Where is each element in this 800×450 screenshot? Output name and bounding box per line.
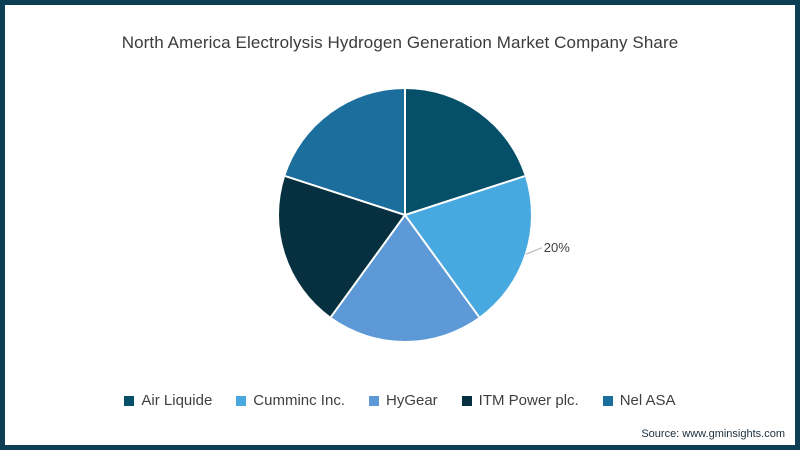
pie-slice-hygear	[330, 215, 480, 342]
pie-slice-separator	[404, 175, 526, 216]
legend-label: Nel ASA	[619, 392, 676, 409]
legend-marker-nel-asa	[602, 395, 613, 406]
source-credit: Source: www.gminsights.com	[641, 428, 785, 440]
legend-item-air-liquide: Air Liquide	[124, 392, 212, 409]
legend-marker-cumminc-inc	[236, 395, 247, 406]
legend: Air Liquide Cumminc Inc. HyGear ITM Powe…	[5, 392, 795, 409]
pie-slices	[279, 89, 531, 342]
pie-slice-separator	[284, 175, 406, 216]
slice-percentage-label: 20%	[544, 240, 570, 255]
legend-label: Air Liquide	[141, 392, 213, 409]
pie-slice-nel-asa	[285, 89, 405, 215]
pie-slice-separators	[284, 89, 526, 318]
legend-item-itm-power-plc: ITM Power plc.	[461, 392, 579, 409]
legend-item-cumminc-inc: Cumminc Inc.	[236, 392, 345, 409]
pie-slice-separator	[330, 214, 406, 318]
legend-marker-air-liquide	[124, 395, 135, 406]
pie-slice-itm-power-plc	[279, 176, 405, 317]
pie-slice-separator	[404, 214, 480, 318]
legend-marker-itm-power-plc	[461, 395, 472, 406]
legend-label: Cumminc Inc.	[253, 392, 345, 409]
legend-item-nel-asa: Nel ASA	[602, 392, 676, 409]
pie-chart: 20%	[279, 89, 570, 342]
legend-marker-hygear	[368, 395, 379, 406]
chart-title: North America Electrolysis Hydrogen Gene…	[121, 33, 679, 52]
annotation-leader-line	[525, 247, 542, 255]
legend-label: HyGear	[385, 392, 438, 409]
pie-slice-air-liquide	[405, 89, 525, 215]
legend-item-hygear: HyGear	[368, 392, 438, 409]
legend-label: ITM Power plc.	[478, 392, 579, 409]
pie-slice-cumminc-inc	[405, 176, 531, 317]
